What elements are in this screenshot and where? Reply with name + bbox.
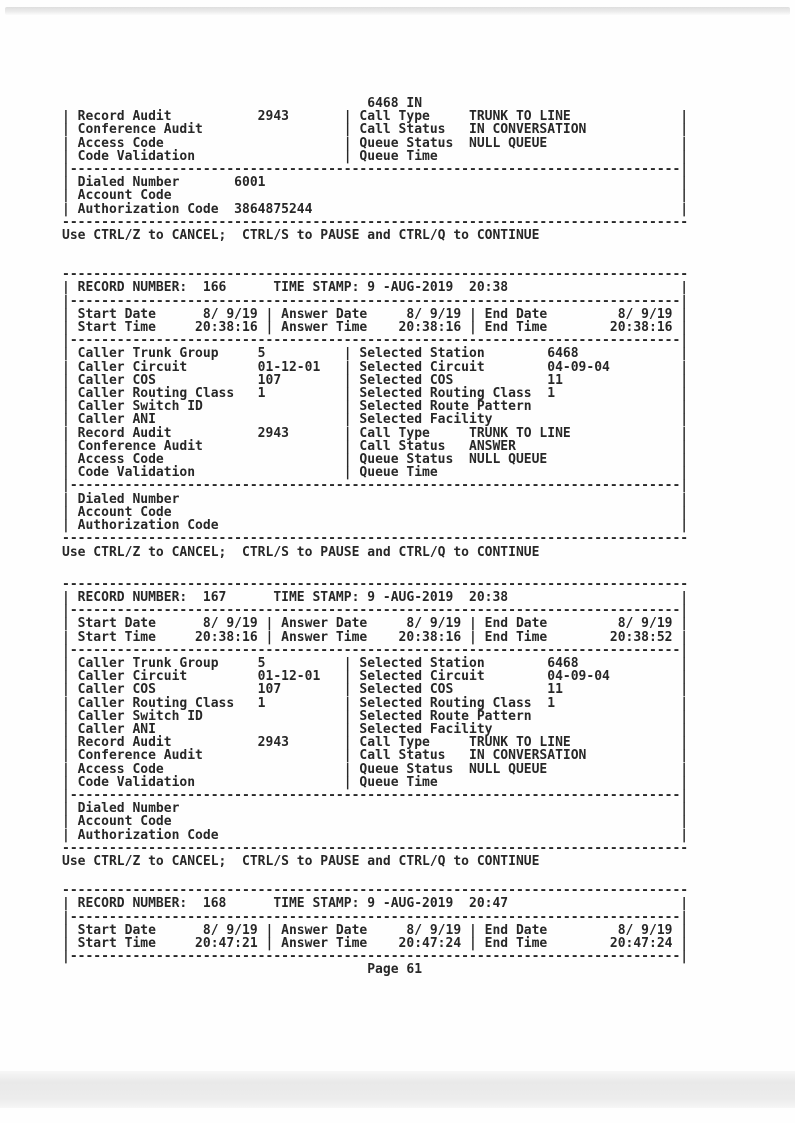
- scan-artifact-top: [5, 7, 790, 15]
- record-block-168-partial: ----------------------------------------…: [62, 883, 689, 965]
- flow-control-prompt: Use CTRL/Z to CANCEL; CTRL/S to PAUSE an…: [62, 853, 540, 869]
- record-block-167: ----------------------------------------…: [62, 576, 689, 856]
- record-block-166: ----------------------------------------…: [62, 267, 689, 547]
- scan-artifact-bottom: [0, 1071, 795, 1108]
- page-number: Page 61: [367, 962, 423, 978]
- flow-control-prompt: Use CTRL/Z to CANCEL; CTRL/S to PAUSE an…: [62, 544, 540, 560]
- flow-control-prompt: Use CTRL/Z to CANCEL; CTRL/S to PAUSE an…: [62, 228, 540, 244]
- smdr-printout: 6468 IN | Record Audit 2943 | Call Type …: [62, 96, 689, 978]
- record-block-partial-top: 6468 IN | Record Audit 2943 | Call Type …: [62, 96, 689, 230]
